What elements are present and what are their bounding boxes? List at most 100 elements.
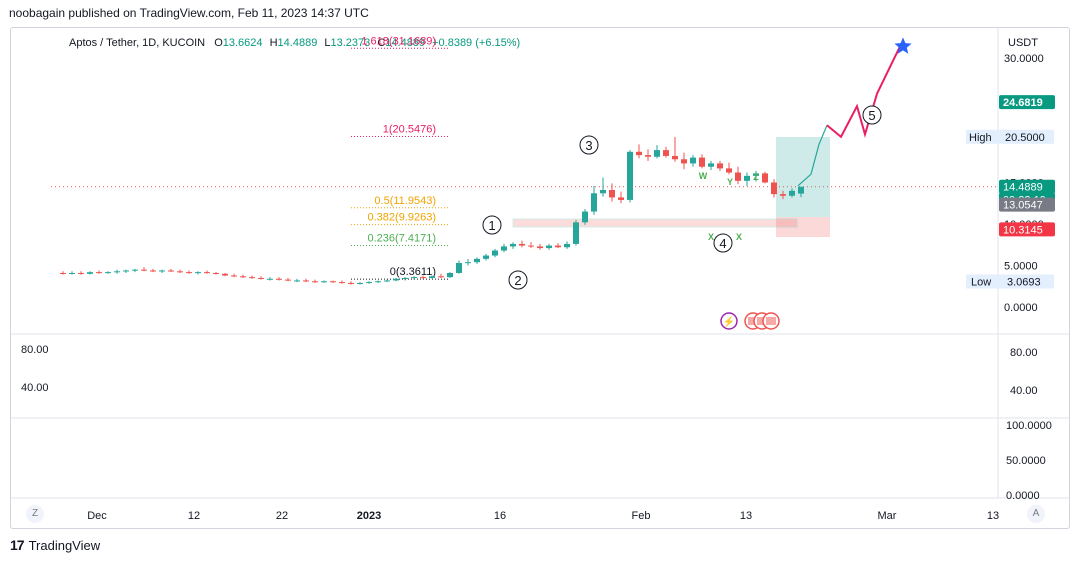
target-projection-path [826, 45, 901, 139]
candle-body [87, 272, 93, 274]
high-label: High [969, 132, 992, 144]
price-tag-value: 13.0547 [1003, 200, 1043, 212]
target-star-icon [894, 37, 912, 54]
candle-body [177, 271, 183, 273]
price-tag [999, 179, 1055, 194]
low-tag [966, 274, 1054, 289]
price-tag-value: 10.3145 [1003, 224, 1043, 236]
legend-change: +0.8389 (+6.15%) [432, 37, 520, 49]
wave-labels: 1 2 3 4 5 W X Y Z X ⚡ [482, 105, 882, 330]
candle-body [483, 255, 489, 259]
x-tick-label: Dec [87, 510, 107, 522]
candle-body [573, 222, 579, 244]
candle-body [771, 182, 777, 195]
candle-body [276, 278, 282, 280]
candle-body [339, 282, 345, 284]
auto-scale-button[interactable]: A [1027, 505, 1045, 523]
candle-body [159, 270, 165, 272]
legend-symbol: Aptos / Tether, 1D, KUCOIN [69, 37, 205, 49]
candle-body [285, 279, 291, 281]
candle-body [123, 270, 129, 272]
fib-label: 0.382(9.9263) [368, 212, 437, 224]
fib-label: 0(3.3611) [390, 266, 436, 278]
candle-body [672, 155, 678, 160]
fib-label: 1.618(31.1689) [361, 35, 436, 47]
y-tick-label: 5.0000 [1004, 261, 1038, 273]
candle-body [267, 278, 273, 280]
y-axis-ticks: 35.000030.000025.000020.500015.000010.00… [51, 53, 1044, 314]
candle-body [393, 278, 399, 281]
candle-body [249, 277, 255, 279]
candle-body [654, 150, 660, 157]
chart-svg[interactable]: Aptos / Tether, 1D, KUCOIN O13.6624 H14.… [11, 28, 1069, 528]
flag-stripes [766, 317, 776, 325]
flag-stripes [748, 317, 758, 325]
candle-body [321, 281, 327, 283]
candle-body [213, 272, 219, 274]
x-tick-label: 13 [987, 510, 999, 522]
wave-circle [579, 135, 599, 155]
candle-body [303, 280, 309, 282]
candle-body [141, 269, 147, 271]
candle-body [690, 157, 696, 164]
candle-body [150, 270, 156, 272]
high-value: 20.5000 [1005, 132, 1045, 144]
panel3-tick: 50.0000 [1006, 455, 1046, 467]
wxyz-label: W [699, 171, 708, 181]
candle-body [762, 173, 768, 183]
price-tag [999, 197, 1055, 212]
low-label: Low [971, 277, 991, 289]
price-tags: 24.681914.488909:22:1913.054710.3145High… [966, 95, 1055, 289]
wxyz-label: X [708, 232, 714, 242]
candle-body [231, 275, 237, 277]
candle-body [789, 190, 795, 196]
candle-body [330, 281, 336, 283]
flag-stripes [757, 317, 767, 325]
candle-body [726, 168, 732, 173]
x-tick-label: 22 [276, 510, 288, 522]
candle-body [501, 246, 507, 251]
wave-label: 3 [585, 138, 592, 153]
candle-body [78, 272, 84, 274]
candle-body [69, 272, 75, 274]
candle-body [348, 282, 354, 284]
x-tick-label: 12 [188, 510, 200, 522]
wave-circle [482, 215, 502, 235]
candle-body [429, 276, 435, 278]
price-tag [999, 222, 1055, 237]
candle-body [402, 277, 408, 279]
wave-label: 2 [514, 273, 521, 288]
candle-body [168, 270, 174, 272]
candle-body [564, 243, 570, 248]
zoom-z-button[interactable]: Z [26, 505, 44, 523]
candles [60, 136, 804, 285]
legend-o-label: O [214, 37, 223, 49]
candle-body [114, 271, 120, 273]
candle-body [600, 189, 606, 194]
legend-c-value: 14.4889 [385, 37, 425, 49]
candle-body [537, 246, 543, 249]
candle-body [222, 273, 228, 276]
rsi-right-tick: 40.00 [1010, 385, 1038, 397]
candle-body [798, 186, 804, 194]
fib-label: 1(20.5476) [383, 123, 436, 135]
candle-body [492, 250, 498, 256]
wxyz-label: X [736, 232, 742, 242]
candle-body [96, 272, 102, 274]
x-tick-label: 16 [494, 510, 506, 522]
candle-body [510, 243, 516, 247]
candle-body [420, 277, 426, 279]
wxyz-path [797, 124, 828, 187]
wave-circle [713, 233, 733, 253]
candle-body [717, 163, 723, 169]
low-value: 3.0693 [1007, 277, 1041, 289]
candle-body [735, 172, 741, 181]
candle-body [60, 272, 66, 274]
wave-circle [862, 105, 882, 125]
candle-body [240, 276, 246, 278]
candle-body [204, 272, 210, 274]
candle-body [105, 272, 111, 274]
candle-body [438, 276, 444, 278]
candle-body [582, 211, 588, 223]
fib-label: 0.236(7.4171) [368, 232, 437, 244]
